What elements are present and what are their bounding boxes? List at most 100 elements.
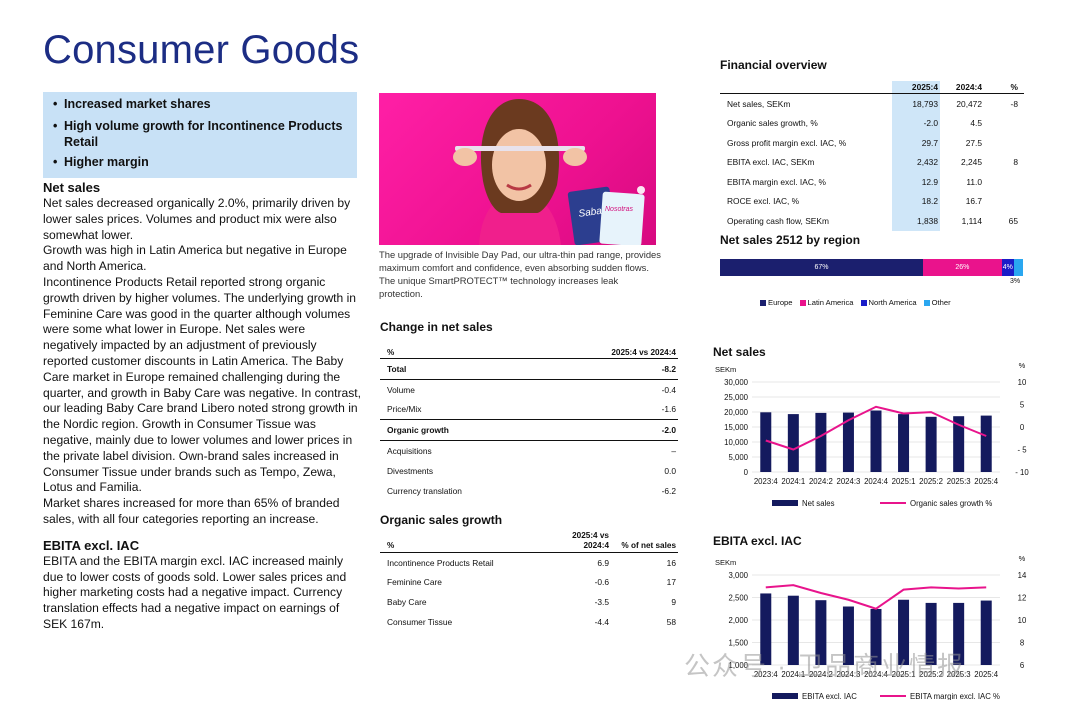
x-tick-label: 2023:4 <box>754 670 779 679</box>
cell-prev: 16.7 <box>965 196 982 207</box>
row-value: -6.2 <box>661 485 676 496</box>
bar <box>870 608 882 665</box>
highlights-box: Increased market shares High volume grow… <box>43 92 357 178</box>
column-header: % of net sales <box>611 531 678 553</box>
y2-tick-label: 10 <box>1018 378 1027 387</box>
cell-label: Operating cash flow, SEKm <box>727 215 829 226</box>
section-title: Organic sales growth <box>380 513 503 527</box>
row-label: Consumer Tissue <box>387 616 453 627</box>
cell-cur: 2,432 <box>892 152 940 172</box>
cell-label: ROCE excl. IAC, % <box>727 196 800 207</box>
smile <box>506 183 532 191</box>
column-header: 2025:4 <box>892 81 940 94</box>
row-label: Feminine Care <box>387 577 442 588</box>
organic-table: % 2025:4 vs 2024:4 % of net sales Incont… <box>380 531 678 631</box>
legend-item: Latin America <box>799 298 854 307</box>
cell-cur: -2.0 <box>892 113 940 133</box>
hand <box>453 148 477 166</box>
row-value: – <box>671 446 676 457</box>
y2-tick-label: 12 <box>1018 594 1027 603</box>
legend-swatch <box>760 300 766 306</box>
cell-prev: 20,472 <box>956 98 982 109</box>
line-series <box>765 584 987 610</box>
legend-swatch <box>860 300 867 306</box>
x-tick-label: 2024:1 <box>781 477 805 486</box>
legend-label: EBITA excl. IAC <box>802 692 857 700</box>
cell-prev: 11.0 <box>966 176 982 187</box>
row-label: Baby Care <box>387 596 427 607</box>
y-tick-label: 2,000 <box>728 616 748 625</box>
paragraph: Net sales decreased organically 2.0%, pr… <box>43 196 351 242</box>
y-tick-label: 10,000 <box>724 438 749 447</box>
column-header: % <box>984 81 1024 94</box>
table-row: Operating cash flow, SEKm 1,838 1,114 65 <box>720 211 1024 231</box>
product-photo: Saba Nosotras <box>379 93 656 245</box>
y2-tick-label: - 10 <box>1015 468 1029 477</box>
bar <box>842 412 854 472</box>
y2-tick-label: 6 <box>1020 661 1024 670</box>
row-value: -1.6 <box>536 399 678 421</box>
x-tick-label: 2024:3 <box>837 670 861 679</box>
table-row: Baby Care -3.5 9 <box>380 592 678 612</box>
cell-chg: -8 <box>1010 98 1018 109</box>
highlight-item: Increased market shares <box>51 96 349 112</box>
region-segment-other <box>1013 259 1023 276</box>
y2-tick-label: 8 <box>1020 639 1024 648</box>
cell-chg <box>984 133 1024 153</box>
table-row: Total -8.2 <box>380 359 678 380</box>
region-legend: Europe Latin America North America Other <box>760 298 951 307</box>
legend-label: Latin America <box>807 298 854 307</box>
bar <box>760 412 772 472</box>
x-tick-label: 2024:4 <box>864 670 889 679</box>
x-tick-label: 2025:3 <box>947 477 971 486</box>
row-value: -2.0 <box>536 419 678 442</box>
cell-prev: 2,245 <box>961 157 982 168</box>
row-value: -8.2 <box>661 363 676 374</box>
bar <box>898 414 910 472</box>
column-header <box>720 81 892 94</box>
axis-unit: SEKm <box>715 558 736 567</box>
hand <box>563 148 587 166</box>
bar <box>953 602 965 665</box>
bar <box>898 599 910 665</box>
cell-chg <box>984 114 1024 134</box>
legend-label: Organic sales growth % <box>910 499 992 508</box>
y-tick-label: 1,000 <box>728 661 748 670</box>
bar <box>815 600 827 665</box>
brand-label: Nosotras <box>605 206 634 213</box>
y-tick-label: 3,000 <box>728 571 748 580</box>
region-segment-europe: 67% <box>720 259 923 276</box>
table-row: Divestments 0.0 <box>380 461 678 481</box>
cell-cur: 29.7 <box>892 133 940 153</box>
column-header: 2024:4 <box>940 81 984 94</box>
change-table: % 2025:4 vs 2024:4 Total -8.2 Volume -0.4 … <box>380 346 678 501</box>
row-value: -4.4 <box>594 616 609 627</box>
axis-unit: % <box>1019 554 1026 563</box>
x-tick-label: 2025:2 <box>919 670 943 679</box>
legend-item: North America <box>860 298 917 307</box>
organic-sales-growth: Organic sales growth % 2025:4 vs 2024:4 … <box>380 513 678 631</box>
x-tick-label: 2025:4 <box>974 477 999 486</box>
financial-overview: Financial overview 2025:4 2024:4 % Net s… <box>720 58 1024 231</box>
legend-item: Other <box>923 298 951 307</box>
ebita-heading: EBITA excl. IAC <box>43 537 140 553</box>
row-share: 9 <box>671 596 676 607</box>
cell-cur: 1,838 <box>892 211 940 231</box>
legend-label: Europe <box>768 298 793 307</box>
row-value: 6.9 <box>597 557 609 568</box>
x-tick-label: 2025:1 <box>892 477 916 486</box>
section-title: Change in net sales <box>380 320 493 334</box>
watermark: 公众号 · 卫品商业情报 <box>684 651 966 681</box>
y2-tick-label: 10 <box>1018 616 1027 625</box>
region-other-label: 3% <box>1010 278 1021 285</box>
row-label: Acquisitions <box>387 446 432 457</box>
bar <box>953 416 965 472</box>
bar <box>870 410 882 472</box>
decor-dot <box>637 186 645 194</box>
ebita-chart: SEKm % 1,000 1,500 2,000 2,500 3,000 6 8 10 12 14 20… <box>715 554 1027 700</box>
column-header: % <box>380 346 537 359</box>
cell-label: EBITA margin excl. IAC, % <box>727 176 826 187</box>
cell-prev: 27.5 <box>965 137 982 148</box>
cell-cur: 18.2 <box>892 191 940 211</box>
bar <box>925 602 937 665</box>
